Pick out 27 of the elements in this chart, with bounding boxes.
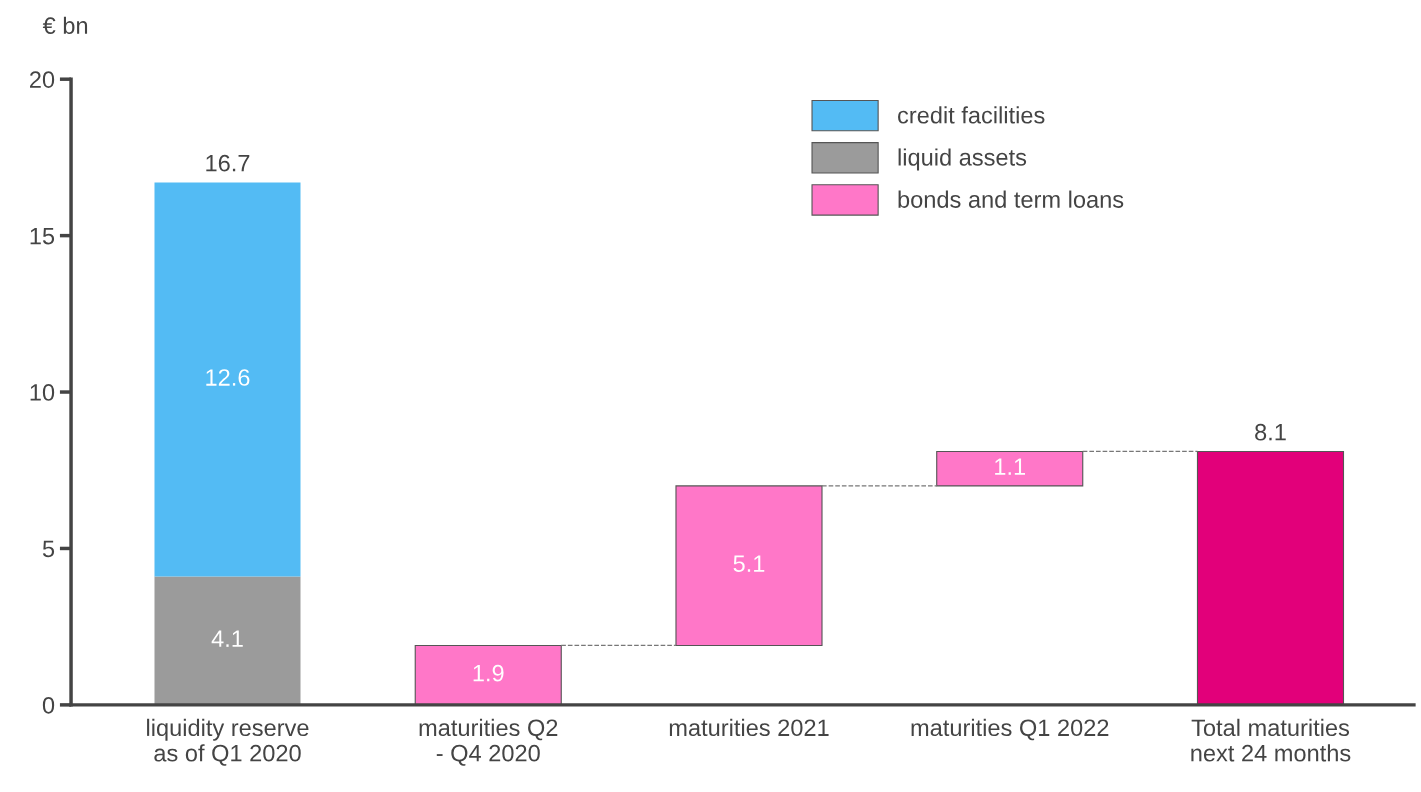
y-tick-label: 0	[42, 696, 55, 714]
x-tick-label: liquidity reserve as of Q1 2020	[147, 718, 309, 766]
x-tick-label: Total maturities next 24 months	[1191, 718, 1351, 762]
x-tick-label: maturities Q1 2022	[911, 718, 1109, 741]
data-label: 4.1	[211, 630, 243, 647]
bar	[1196, 450, 1345, 705]
y-tick-label: 15	[30, 227, 55, 245]
legend-label: liquid assets	[898, 148, 1027, 171]
y-axis-title: € bn	[42, 16, 88, 35]
data-label: 1.9	[473, 664, 504, 682]
legend-label: credit facilities	[898, 106, 1045, 124]
x-tick-label: maturities Q2 - Q4 2020	[419, 718, 558, 766]
bar	[675, 485, 823, 646]
data-label: 1.1	[995, 458, 1025, 475]
legend-label: bonds and term loans	[898, 190, 1124, 208]
bar	[154, 576, 301, 705]
y-tick-label: 5	[42, 540, 55, 558]
total-label: 8.1	[1255, 423, 1286, 441]
bar	[414, 644, 562, 705]
x-tick-label: maturities 2021	[669, 718, 829, 737]
bar	[154, 182, 301, 577]
data-label: 12.6	[206, 369, 250, 386]
bar	[936, 450, 1084, 487]
data-label: 5.1	[733, 555, 765, 572]
total-label: 16.7	[206, 154, 250, 172]
y-tick-label: 10	[30, 384, 55, 401]
y-tick-label: 20	[30, 71, 55, 88]
